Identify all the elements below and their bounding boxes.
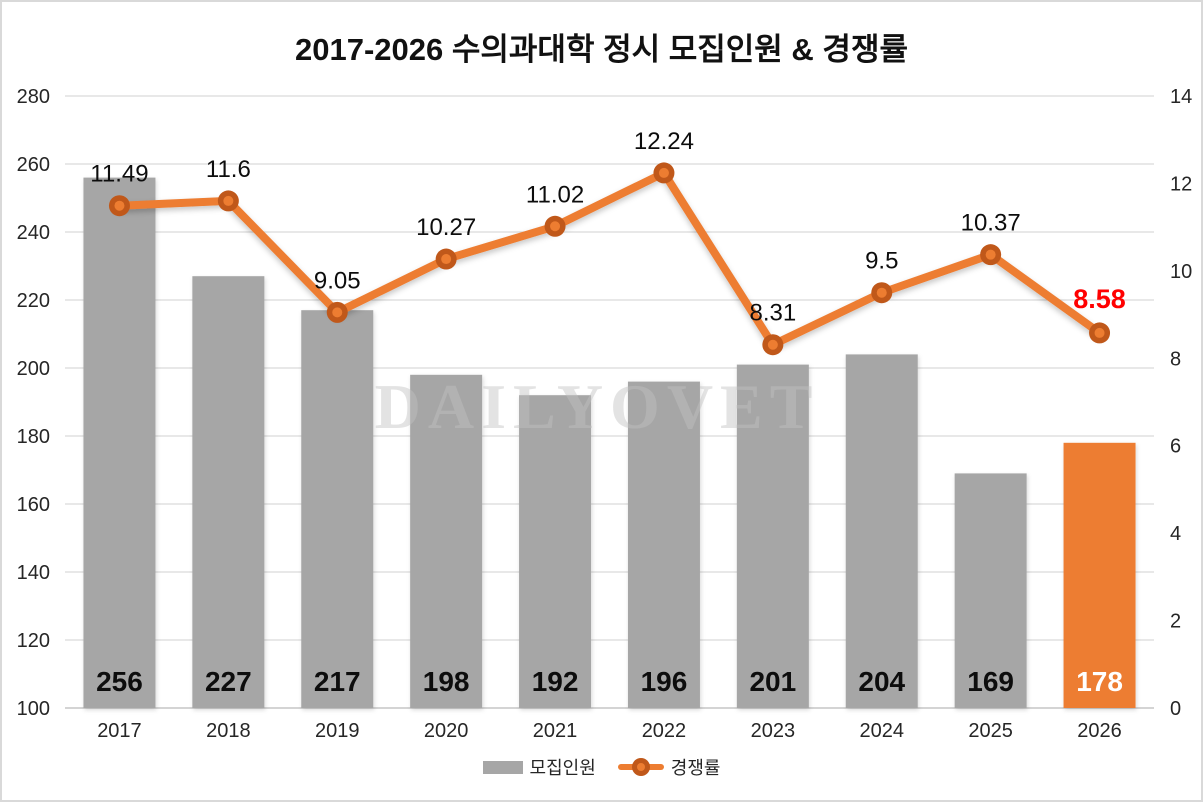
bar <box>845 354 918 708</box>
left-axis-tick-label: 220 <box>17 290 50 312</box>
bar-value-label: 204 <box>858 666 905 697</box>
line-value-label: 10.37 <box>961 210 1021 237</box>
bar-value-label: 169 <box>967 666 1014 697</box>
line-value-label: 11.6 <box>206 156 251 183</box>
chart-title: 2017-2026 수의과대학 정시 모집인원 & 경쟁률 <box>295 32 908 67</box>
bar <box>192 276 265 708</box>
x-axis-label: 2022 <box>642 720 687 742</box>
bar-value-label: 196 <box>641 666 688 697</box>
bar <box>301 310 374 708</box>
bar-series-swatch-icon <box>482 760 523 774</box>
bar-value-label: 217 <box>314 666 361 697</box>
bar-value-label: 192 <box>532 666 579 697</box>
x-axis-label: 2017 <box>97 720 142 742</box>
x-axis-label: 2018 <box>206 720 251 742</box>
right-axis-tick-label: 14 <box>1170 86 1192 108</box>
left-axis-tick-label: 140 <box>17 562 50 584</box>
left-axis-tick-label: 280 <box>17 86 50 108</box>
legend-marker-icon <box>631 758 650 776</box>
line-marker-center <box>876 287 887 298</box>
line-marker-center <box>1094 327 1105 338</box>
bar-value-label: 198 <box>423 666 470 697</box>
x-axis-label: 2024 <box>860 720 905 742</box>
right-axis-tick-label: 0 <box>1170 698 1181 720</box>
right-axis-tick-label: 8 <box>1170 348 1181 370</box>
left-axis-tick-label: 180 <box>17 426 50 448</box>
left-axis-tick-label: 100 <box>17 698 50 720</box>
right-axis-tick-label: 6 <box>1170 436 1181 458</box>
line-marker-center <box>658 167 669 178</box>
legend-item-bar-series: 모집인원 <box>482 754 596 780</box>
x-axis-label: 2026 <box>1077 720 1122 742</box>
bar-value-label: 256 <box>96 666 143 697</box>
bar-value-label: 201 <box>749 666 796 697</box>
x-axis-label: 2021 <box>533 720 578 742</box>
x-axis-label: 2019 <box>315 720 360 742</box>
legend-label-bar-series: 모집인원 <box>529 758 596 778</box>
left-axis-tick-label: 240 <box>17 222 50 244</box>
legend-item-line-series: 경쟁률 <box>617 754 721 780</box>
x-axis-label: 2020 <box>424 720 469 742</box>
competition-rate-line <box>115 168 1104 349</box>
legend: 모집인원 경쟁률 <box>2 754 1201 780</box>
legend-label-line-series: 경쟁률 <box>670 758 721 778</box>
line-marker-center <box>441 254 452 265</box>
line-value-label: 9.05 <box>314 267 361 294</box>
bar-value-label: 178 <box>1076 666 1123 697</box>
left-axis-tick-label: 120 <box>17 630 50 652</box>
line-marker-center <box>550 221 561 232</box>
left-axis-tick-label: 200 <box>17 358 50 380</box>
line-marker-center <box>332 307 343 318</box>
left-axis-tick-label: 260 <box>17 154 50 176</box>
bar <box>1063 442 1136 708</box>
bar <box>410 374 483 708</box>
line-marker-center <box>223 195 234 206</box>
bar <box>83 177 156 709</box>
line-value-label: 12.24 <box>634 128 694 155</box>
line-value-label: 11.49 <box>90 161 148 188</box>
left-axis-tick-label: 160 <box>17 494 50 516</box>
line-marker-center <box>985 249 996 260</box>
right-axis-tick-label: 12 <box>1170 173 1192 195</box>
line-value-label: 9.5 <box>865 248 898 275</box>
bar <box>736 364 809 708</box>
x-axis-label: 2023 <box>751 720 796 742</box>
line-value-label: 11.02 <box>526 181 584 208</box>
bar-value-label: 227 <box>205 666 252 697</box>
bar <box>519 395 592 708</box>
right-axis-tick-label: 10 <box>1170 261 1192 283</box>
bar <box>954 473 1027 708</box>
line-value-label: 8.58 <box>1073 284 1126 314</box>
right-axis-tick-label: 2 <box>1170 611 1181 633</box>
line-marker-center <box>767 339 778 350</box>
line-series-swatch-icon <box>617 757 664 777</box>
right-axis-tick-label: 4 <box>1170 523 1181 545</box>
x-axis-label: 2025 <box>968 720 1013 742</box>
bar <box>627 381 700 708</box>
line-value-label: 10.27 <box>416 214 476 241</box>
line-value-label: 8.31 <box>749 300 796 327</box>
line-marker-center <box>114 200 125 211</box>
